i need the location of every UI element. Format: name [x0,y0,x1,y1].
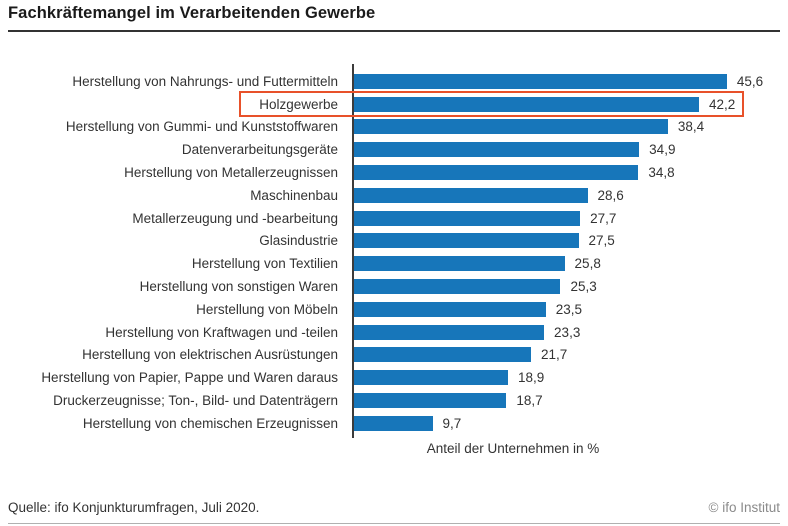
value-label: 27,7 [590,210,617,226]
chart-row: Holzgewerbe 42,2 [0,91,788,118]
source-note: Quelle: ifo Konjunkturumfragen, Juli 202… [8,500,260,515]
chart-row: Datenverarbeitungsgeräte 34,9 [0,138,788,161]
bar [353,233,579,249]
category-label: Herstellung von Metallerzeugnissen [124,165,338,181]
bar [353,142,640,158]
bar [353,73,727,89]
category-label: Herstellung von sonstigen Waren [139,279,338,295]
x-axis-label: Anteil der Unternehmen in % [426,441,600,456]
value-label: 23,5 [555,301,582,317]
bar-zone: 42,2 [345,96,788,112]
bar [353,370,508,386]
bar [353,96,700,112]
value-label: 42,2 [709,96,736,112]
bar-chart: Herstellung von Nahrungs- und Futtermitt… [0,70,788,435]
bar [353,165,639,181]
value-label: 28,6 [597,187,624,203]
chart-rows: Herstellung von Nahrungs- und Futtermitt… [0,70,788,435]
bar-zone: 18,9 [345,370,788,386]
chart-row: Herstellung von Textilien 25,8 [0,252,788,275]
y-axis-line [352,64,354,438]
category-label: Herstellung von Nahrungs- und Futtermitt… [72,73,338,89]
bar-zone: 23,3 [345,324,788,340]
bar-zone: 38,4 [345,119,788,135]
value-label: 18,9 [517,370,545,386]
bar [353,301,546,317]
category-label: Herstellung von Papier, Pappe und Waren … [41,370,338,386]
chart-row: Herstellung von Papier, Pappe und Waren … [0,366,788,389]
category-label: Maschinenbau [250,187,338,203]
value-label: 34,8 [648,165,675,181]
category-label: Herstellung von elektrischen Ausrüstunge… [82,347,338,363]
bar-zone: 18,7 [345,393,788,409]
value-label: 45,6 [736,73,764,89]
bar [353,347,531,363]
bar [353,256,565,272]
bar [353,210,581,226]
bar [353,415,433,431]
value-label: 27,5 [588,233,615,249]
category-label: Metallerzeugung und -bearbeitung [132,210,338,226]
chart-row: Maschinenbau 28,6 [0,184,788,207]
category-label: Druckerzeugnisse; Ton-, Bild- und Datent… [53,393,338,409]
value-label: 34,9 [649,142,676,158]
bar [353,187,588,203]
value-label: 21,7 [540,347,568,363]
bar-zone: 45,6 [345,73,788,89]
title-underline [8,30,780,32]
category-label: Datenverarbeitungsgeräte [181,142,338,158]
value-label: 18,7 [516,393,543,409]
bar-zone: 27,7 [345,210,788,226]
bar-zone: 9,7 [345,415,788,431]
chart-row: Herstellung von Gummi- und Kunststoffwar… [0,116,788,139]
bar-zone: 28,6 [345,187,788,203]
bar [353,324,545,340]
value-label: 38,4 [677,119,705,135]
chart-row: Herstellung von Möbeln 23,5 [0,298,788,321]
category-label: Herstellung von chemischen Erzeugnissen [82,415,338,431]
bottom-divider [8,523,780,524]
category-label: Glasindustrie [259,233,338,249]
bar-zone: 34,9 [345,142,788,158]
bar [353,393,507,409]
bar-zone: 25,3 [345,279,788,295]
value-label: 9,7 [442,415,462,431]
category-label: Herstellung von Textilien [191,256,338,272]
bar [353,119,668,135]
bar-zone: 34,8 [345,165,788,181]
bar [353,279,561,295]
chart-row: Glasindustrie 27,5 [0,230,788,253]
chart-row: Herstellung von Nahrungs- und Futtermitt… [0,70,788,93]
chart-row: Druckerzeugnisse; Ton-, Bild- und Datent… [0,389,788,412]
chart-row: Herstellung von Metallerzeugnissen 34,8 [0,161,788,184]
chart-row: Herstellung von chemischen Erzeugnissen … [0,412,788,435]
copyright-note: © ifo Institut [708,500,780,515]
category-label: Herstellung von Gummi- und Kunststoffwar… [65,119,338,135]
chart-row: Herstellung von elektrischen Ausrüstunge… [0,344,788,367]
bar-zone: 25,8 [345,256,788,272]
page-title: Fachkräftemangel im Verarbeitenden Gewer… [8,4,376,22]
bar-zone: 23,5 [345,301,788,317]
chart-row: Metallerzeugung und -bearbeitung 27,7 [0,207,788,230]
category-label: Herstellung von Kraftwagen und -teilen [105,324,338,340]
value-label: 23,3 [554,324,581,340]
bar-zone: 27,5 [345,233,788,249]
bar-zone: 21,7 [345,347,788,363]
chart-row: Herstellung von sonstigen Waren 25,3 [0,275,788,298]
value-label: 25,8 [574,256,601,272]
category-label: Holzgewerbe [259,96,338,112]
chart-row: Herstellung von Kraftwagen und -teilen 2… [0,321,788,344]
category-label: Herstellung von Möbeln [196,301,338,317]
value-label: 25,3 [570,279,597,295]
